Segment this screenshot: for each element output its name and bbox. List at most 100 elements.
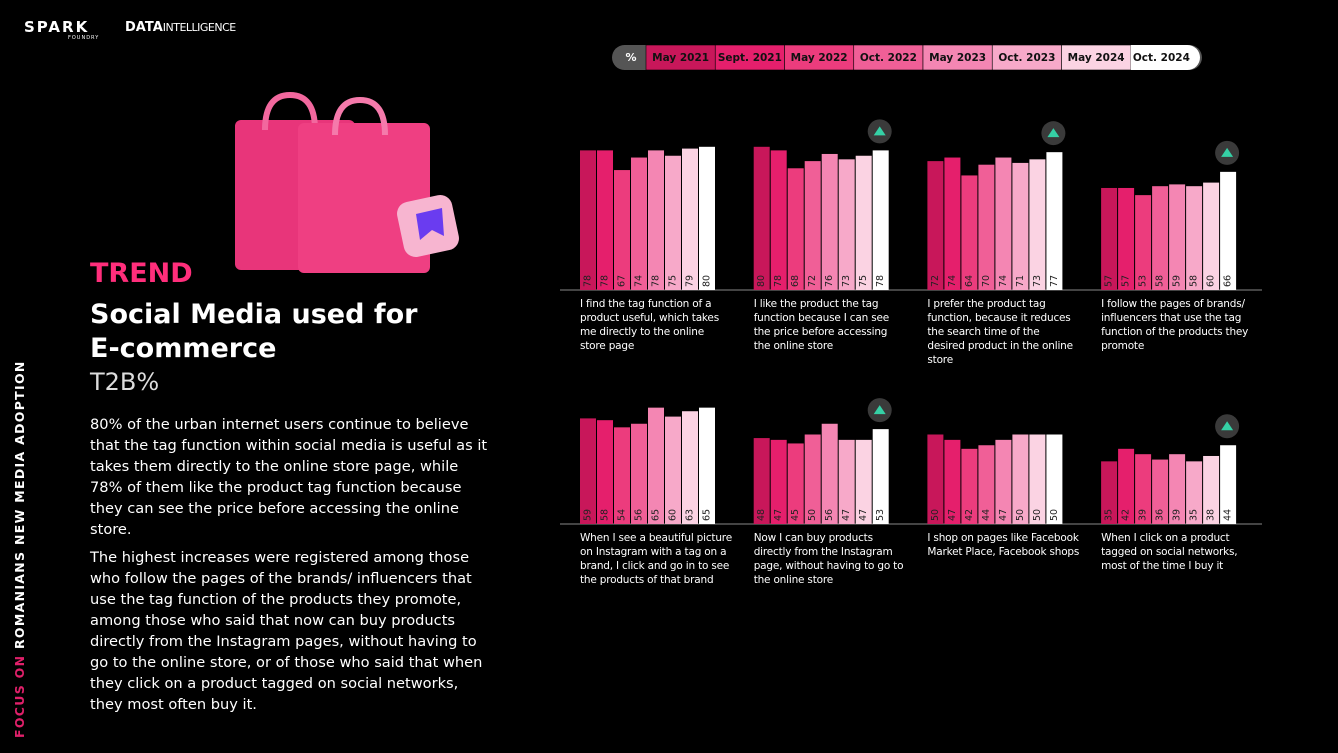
- bar: [944, 439, 961, 524]
- value-label: 65: [702, 509, 713, 521]
- value-label: 74: [998, 275, 1009, 287]
- bar: [1152, 459, 1169, 524]
- value-label: 47: [998, 509, 1009, 521]
- bar: [787, 168, 804, 290]
- bar: [1203, 455, 1220, 524]
- bar: [580, 418, 596, 524]
- bar: [855, 155, 872, 290]
- bar: [753, 146, 770, 290]
- bar: [597, 420, 613, 524]
- value-label: 77: [1049, 275, 1060, 287]
- bar: [978, 445, 995, 524]
- bar: [614, 170, 630, 290]
- bar: [787, 443, 804, 524]
- bar: [804, 161, 821, 290]
- value-label: 63: [685, 509, 696, 521]
- shopping-bags-illustration: [235, 91, 459, 273]
- value-label: 47: [858, 509, 869, 521]
- value-label: 53: [875, 509, 886, 521]
- value-label: 48: [756, 509, 767, 521]
- value-label: 57: [1104, 275, 1115, 287]
- bar: [665, 155, 681, 290]
- value-label: 50: [807, 509, 818, 521]
- bar: [1186, 461, 1203, 524]
- legend-unit: %: [625, 51, 636, 64]
- value-label: 35: [1189, 509, 1200, 521]
- value-label: 47: [947, 509, 958, 521]
- value-label: 53: [1138, 275, 1149, 287]
- legend-swatch: [714, 44, 785, 71]
- value-label: 35: [1104, 509, 1115, 521]
- value-label: 58: [1155, 275, 1166, 287]
- value-label: 80: [756, 275, 767, 287]
- value-label: 39: [1138, 509, 1149, 521]
- bar: [648, 407, 664, 524]
- value-label: 78: [600, 275, 611, 287]
- bar: [995, 157, 1012, 290]
- value-label: 80: [702, 275, 713, 287]
- value-label: 71: [1015, 275, 1026, 287]
- value-label: 78: [875, 275, 886, 287]
- paragraph: 80% of the urban internet users continue…: [90, 416, 488, 538]
- bar: [1152, 186, 1169, 290]
- value-label: 38: [1206, 509, 1217, 521]
- bar: [1118, 187, 1135, 290]
- value-label: 44: [981, 509, 992, 521]
- bar: [699, 146, 715, 290]
- legend-swatch: [784, 44, 855, 71]
- bar: [753, 438, 770, 524]
- partner-logo: DATAINTELLIGENCE: [125, 20, 236, 35]
- bar: [682, 148, 698, 290]
- bar: [1169, 184, 1186, 290]
- brand-sub: FOUNDRY: [68, 35, 100, 41]
- bar: [682, 411, 698, 524]
- bar: [665, 416, 681, 524]
- value-label: 50: [1032, 509, 1043, 521]
- bar: [614, 427, 630, 524]
- value-label: 36: [1155, 509, 1166, 521]
- subtitle: T2B%: [90, 368, 160, 396]
- bar: [1220, 445, 1237, 524]
- chart-caption: I shop on pages like Facebook Market Pla…: [927, 532, 1080, 558]
- bar: [804, 434, 821, 524]
- value-label: 45: [790, 509, 801, 521]
- bar: [961, 175, 978, 290]
- value-label: 68: [790, 275, 801, 287]
- value-label: 78: [651, 275, 662, 287]
- bar: [1101, 461, 1118, 524]
- value-label: 42: [1121, 509, 1132, 521]
- value-label: 47: [773, 509, 784, 521]
- value-label: 72: [807, 275, 818, 287]
- value-label: 50: [930, 509, 941, 521]
- kicker: TREND: [90, 258, 193, 289]
- bar: [1186, 186, 1203, 290]
- legend-swatch: [922, 44, 993, 71]
- chart-caption: I follow the pages of brands/ influencer…: [1101, 298, 1249, 352]
- bar: [631, 423, 647, 524]
- value-label: 67: [617, 275, 628, 287]
- bar: [1046, 434, 1063, 524]
- bar: [699, 407, 715, 524]
- bar: [580, 150, 596, 290]
- legend-label: Oct. 2022: [860, 52, 917, 64]
- chart-caption: When I see a beautiful picture on Instag…: [580, 532, 732, 586]
- value-label: 70: [981, 275, 992, 287]
- bar: [995, 439, 1012, 524]
- bar: [770, 439, 787, 524]
- value-label: 74: [634, 275, 645, 287]
- bar: [1169, 454, 1186, 524]
- value-label: 60: [668, 509, 679, 521]
- brand-logo: SPARK: [24, 18, 90, 36]
- bar: [1101, 187, 1118, 290]
- partner-sub: INTELLIGENCE: [162, 21, 236, 34]
- legend-label: Oct. 2024: [1133, 52, 1190, 64]
- value-label: 75: [668, 275, 679, 287]
- title: Social Media used for E-commerce: [90, 299, 418, 364]
- value-label: 66: [1223, 275, 1234, 287]
- value-label: 57: [1121, 275, 1132, 287]
- bar: [770, 150, 787, 290]
- value-label: 56: [634, 509, 645, 521]
- bar: [978, 164, 995, 290]
- value-label: 78: [773, 275, 784, 287]
